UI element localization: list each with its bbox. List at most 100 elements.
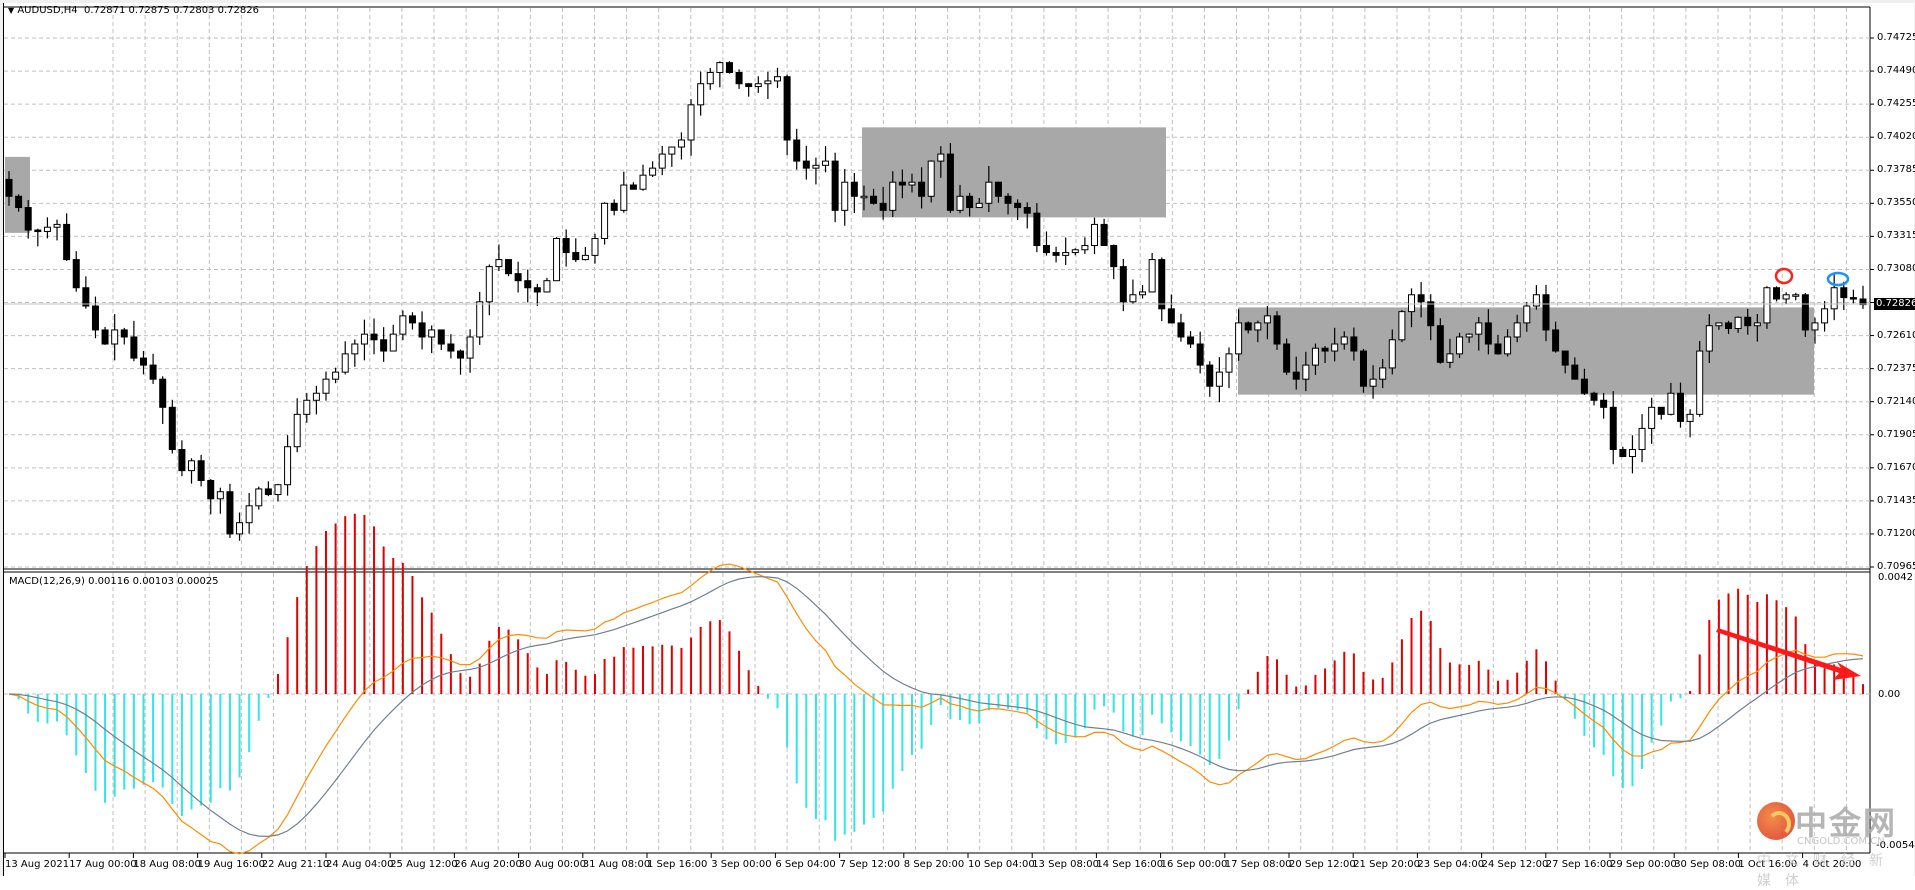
bull-candle (1311, 347, 1319, 366)
bull-candle (351, 343, 359, 355)
bull-candle (764, 80, 772, 85)
bear-candle (1840, 287, 1848, 299)
bull-candle (658, 153, 666, 169)
bear-candle (178, 449, 186, 472)
bull-candle (716, 62, 724, 73)
bear-candle (447, 343, 455, 352)
time-tick-label: 24 Sep 12:00 (1481, 859, 1549, 870)
bull-candle (889, 181, 897, 211)
bull-candle (822, 160, 830, 166)
time-tick-label: 1 Sep 16:00 (647, 859, 708, 870)
price-tick-label: 0.74490 (1877, 65, 1915, 77)
bull-candle (1408, 294, 1416, 313)
bear-candle (735, 71, 743, 85)
bull-candle (1139, 291, 1147, 296)
bear-candle (1676, 392, 1684, 422)
ohlc-values: 0.72871 0.72875 0.72803 0.72826 (84, 5, 259, 16)
bear-candle (1187, 336, 1195, 345)
bull-candle (812, 164, 820, 169)
collapse-triangle-icon[interactable]: ▼ (8, 6, 15, 15)
chart-area[interactable] (3, 3, 1914, 876)
time-tick-label: 14 Sep 16:00 (1096, 859, 1164, 870)
price-zone (862, 127, 1166, 218)
blue-circle-marker (1826, 271, 1850, 287)
time-tick-label: 23 Sep 04:00 (1417, 859, 1485, 870)
bear-candle (1859, 298, 1867, 306)
bear-candle (159, 378, 167, 408)
bull-candle (274, 484, 282, 496)
bull-candle (1446, 353, 1454, 363)
bull-candle (332, 371, 340, 380)
time-tick-label: 19 Aug 16:00 (197, 859, 266, 870)
bull-candle (1398, 311, 1406, 341)
symbol-label: AUDUSD,H4 (17, 5, 78, 16)
price-tick-label: 0.72375 (1877, 362, 1915, 374)
bear-candle (168, 406, 176, 451)
bull-candle (1129, 294, 1137, 303)
bear-candle (1023, 207, 1031, 214)
bear-candle (264, 488, 272, 496)
bull-candle (399, 315, 407, 335)
macd-line (8, 563, 1864, 855)
time-tick-label: 20 Sep 12:00 (1289, 859, 1356, 870)
bull-candle (1331, 343, 1339, 352)
bear-candle (725, 62, 733, 73)
bear-candle (966, 195, 974, 209)
time-tick-label: 17 Aug 00:00 (69, 859, 137, 870)
price-pane[interactable] (4, 3, 1914, 876)
cngold-logo-icon (1757, 802, 1795, 840)
signal-line (8, 576, 1864, 838)
bull-candle (553, 237, 561, 282)
bear-candle (1436, 325, 1444, 363)
bear-candle (831, 160, 839, 211)
price-tick-label: 0.73315 (1877, 230, 1915, 242)
time-tick-label: 4 Oct 20:00 (1802, 859, 1862, 870)
bull-candle (1465, 333, 1473, 338)
bull-candle (1379, 367, 1387, 380)
price-tick-label: 0.71670 (1877, 461, 1915, 473)
watermark-domain: CNGOLD.COM.CN (1797, 836, 1885, 847)
watermark: 中金网 CNGOLD.COM.CN 中文财经新媒体 (1757, 798, 1907, 889)
bear-candle (533, 287, 541, 293)
bear-candle (437, 329, 445, 345)
bear-candle (24, 207, 32, 231)
bear-candle (1417, 294, 1425, 303)
bull-candle (236, 522, 244, 535)
price-tick-label: 0.73550 (1877, 197, 1915, 209)
bull-candle (697, 83, 705, 106)
bear-candle (1494, 343, 1502, 355)
bull-candle (255, 488, 263, 507)
red-circle-marker (1774, 267, 1794, 285)
price-tick-label: 0.74020 (1877, 131, 1915, 143)
bear-candle (1427, 301, 1435, 327)
time-tick-label: 21 Sep 20:00 (1353, 859, 1420, 870)
bear-candle (745, 83, 753, 88)
time-tick-label: 22 Aug 21:10 (261, 859, 330, 870)
price-tick-label: 0.71905 (1877, 428, 1915, 440)
time-tick-label: 8 Sep 20:00 (903, 859, 965, 870)
watermark-name: 中金网 (1795, 804, 1898, 842)
bull-candle (908, 181, 916, 186)
bull-candle (985, 181, 993, 204)
bear-candle (1014, 202, 1022, 209)
bull-candle (1753, 322, 1761, 327)
bull-candle (1734, 316, 1742, 330)
bear-candle (572, 252, 580, 261)
bear-candle (629, 184, 637, 190)
bear-candle (63, 223, 71, 261)
bear-candle (1619, 449, 1627, 458)
bull-candle (216, 491, 224, 500)
bull-candle (245, 505, 253, 524)
bear-candle (1321, 347, 1329, 352)
bull-candle (1062, 252, 1070, 256)
bull-candle (1504, 336, 1512, 355)
bull-candle (476, 301, 484, 338)
bull-candle (1763, 287, 1771, 324)
bull-candle (937, 153, 945, 162)
bear-candle (1600, 399, 1608, 408)
bull-candle (1456, 336, 1464, 355)
bear-candle (1359, 350, 1367, 387)
bear-candle (1542, 294, 1550, 331)
bull-candle (543, 280, 551, 293)
